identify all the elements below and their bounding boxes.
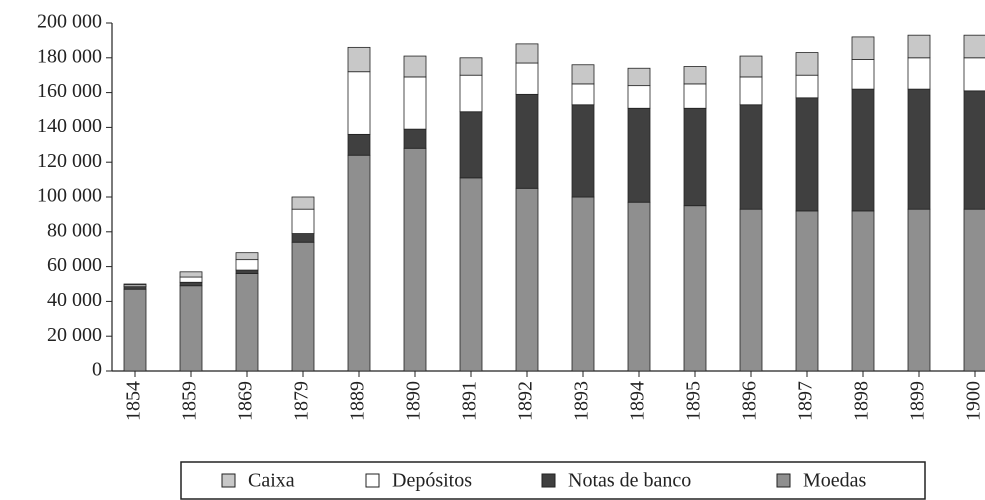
bar-segment [795, 210, 819, 372]
legend-label: Notas de banco [568, 470, 691, 492]
bar-segment [347, 154, 371, 372]
x-tick-label: 1879 [291, 381, 313, 421]
x-tick-label: 1889 [347, 381, 369, 421]
bar-segment [179, 285, 203, 372]
bar-segment [515, 62, 539, 95]
bar-segment [627, 107, 651, 203]
bar-segment [403, 76, 427, 130]
x-tick-label: 1890 [403, 381, 425, 421]
bar-segment [459, 177, 483, 372]
x-tick-label: 1859 [179, 381, 201, 421]
bar-segment [459, 57, 483, 76]
bar-segment [683, 83, 707, 109]
bar-segment [963, 208, 985, 372]
bar-segment [739, 55, 763, 78]
bar-segment [291, 208, 315, 234]
bar-segment [571, 196, 595, 372]
legend-label: Moedas [803, 470, 867, 492]
bar-segment [851, 88, 875, 212]
bar-segment [571, 83, 595, 106]
y-tick-label: 140 000 [37, 115, 102, 137]
x-tick-label: 1896 [739, 381, 761, 421]
bar-segment [515, 43, 539, 64]
x-tick-label: 1900 [963, 381, 985, 421]
bar-segment [291, 196, 315, 210]
bar-segment [459, 111, 483, 179]
y-tick-label: 0 [92, 359, 102, 381]
bar-segment [683, 66, 707, 85]
legend-swatch [365, 473, 380, 488]
y-tick-label: 40 000 [47, 289, 102, 311]
y-tick-label: 180 000 [37, 45, 102, 67]
bar-segment [907, 34, 931, 59]
bar-segment [907, 88, 931, 210]
x-tick-label: 1854 [123, 381, 145, 421]
bar-segment [963, 34, 985, 59]
x-tick-label: 1895 [683, 381, 705, 421]
bar-segment [235, 273, 259, 372]
bar-segment [851, 36, 875, 60]
y-tick-label: 100 000 [37, 185, 102, 207]
legend-swatch [221, 473, 236, 488]
legend-label: Depósitos [392, 470, 472, 492]
bar-segment [627, 85, 651, 109]
bar-segment [347, 133, 371, 156]
x-tick-label: 1891 [459, 381, 481, 421]
bar-segment [571, 64, 595, 85]
y-tick-label: 20 000 [47, 324, 102, 346]
x-tick-label: 1869 [235, 381, 257, 421]
bar-segment [795, 74, 819, 99]
bar-segment [795, 97, 819, 212]
bar-segment [627, 67, 651, 87]
bar-segment [627, 201, 651, 372]
bar-segment [291, 241, 315, 372]
legend-label: Caixa [248, 470, 295, 492]
bar-segment [683, 107, 707, 207]
bar-segment [739, 76, 763, 106]
y-tick-label: 80 000 [47, 219, 102, 241]
x-tick-label: 1892 [515, 381, 537, 421]
bar-segment [235, 259, 259, 271]
bar-segment [403, 128, 427, 149]
bar-segment [235, 252, 259, 261]
y-tick-label: 120 000 [37, 150, 102, 172]
bar-segment [851, 210, 875, 372]
bar-segment [739, 104, 763, 210]
bar-segment [739, 208, 763, 372]
bar-segment [403, 55, 427, 78]
bar-segment [291, 233, 315, 243]
bar-segment [123, 283, 147, 286]
bar-segment [403, 147, 427, 372]
x-tick-label: 1897 [795, 381, 817, 421]
bar-segment [907, 208, 931, 372]
bar-segment [683, 205, 707, 372]
x-tick-label: 1898 [851, 381, 873, 421]
bar-segment [347, 46, 371, 73]
x-tick-label: 1893 [571, 381, 593, 421]
y-tick-label: 60 000 [47, 254, 102, 276]
legend-swatch [541, 473, 556, 488]
bar-segment [123, 288, 147, 372]
bar-segment [179, 281, 203, 287]
y-tick-label: 160 000 [37, 80, 102, 102]
bar-segment [347, 71, 371, 135]
bar-segment [963, 90, 985, 210]
x-tick-label: 1894 [627, 381, 649, 421]
legend-swatch [776, 473, 791, 488]
x-tick-label: 1899 [907, 381, 929, 421]
bar-segment [571, 104, 595, 198]
bar-segment [907, 57, 931, 90]
bar-segment [515, 93, 539, 189]
bar-segment [851, 59, 875, 90]
bar-segment [235, 269, 259, 274]
bar-segment [795, 52, 819, 76]
bar-segment [963, 57, 985, 92]
bar-segment [179, 276, 203, 283]
bar-segment [459, 74, 483, 113]
y-tick-label: 200 000 [37, 11, 102, 33]
bar-segment [179, 271, 203, 278]
bar-segment [515, 187, 539, 372]
